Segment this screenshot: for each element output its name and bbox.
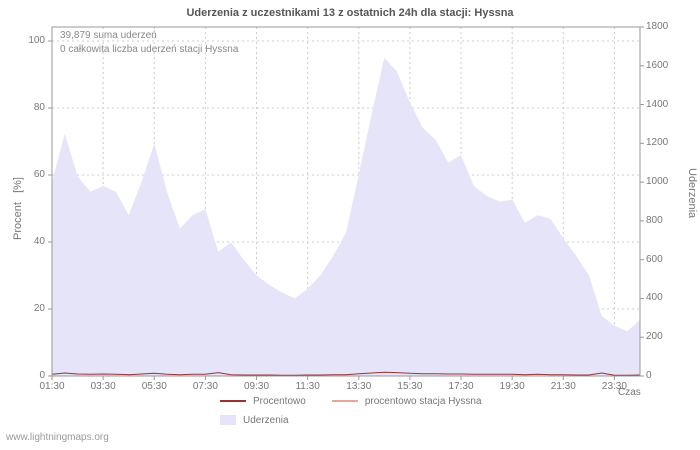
legend-row: Procentowo procentowo stacja Hyssna <box>220 393 508 409</box>
annotation-total-strikes: 39,879 suma uderzeń <box>60 30 157 41</box>
legend-label-uderzenia: Uderzenia <box>243 414 289 426</box>
legend: Procentowo procentowo stacja Hyssna Uder… <box>220 393 508 431</box>
legend-swatch-procentowo-stacja <box>331 400 358 402</box>
legend-row: Uderzenia <box>220 412 508 428</box>
legend-label-procentowo-stacja: procentowo stacja Hyssna <box>364 395 482 407</box>
watermark-link[interactable]: www.lightningmaps.org <box>6 432 109 443</box>
legend-swatch-procentowo <box>220 400 246 402</box>
x-axis-label: Czas <box>618 387 641 398</box>
chart-title: Uderzenia z uczestnikami 13 z ostatnich … <box>186 7 514 19</box>
legend-label-procentowo: Procentowo <box>253 395 306 407</box>
annotation-station-strikes: 0 całkowita liczba uderzeń stacji Hyssna <box>60 44 239 55</box>
legend-swatch-uderzenia <box>220 415 236 425</box>
